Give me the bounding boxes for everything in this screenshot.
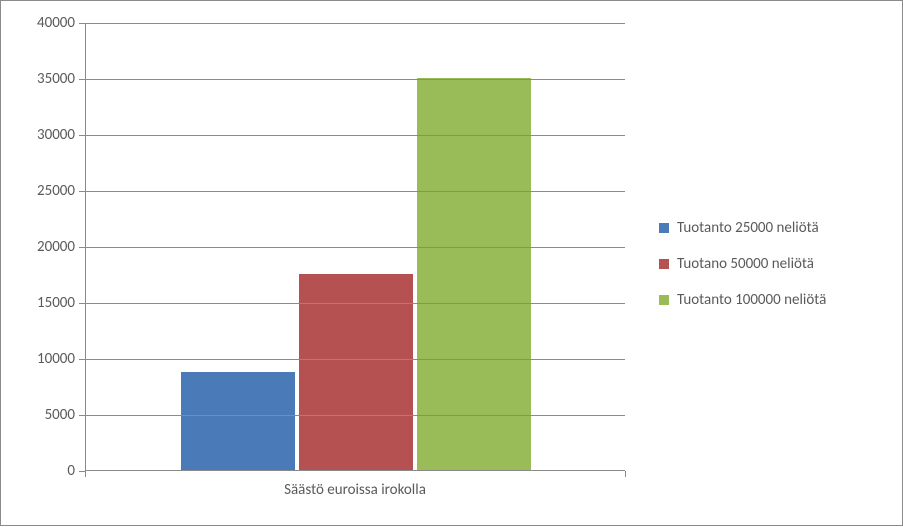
x-tick-left bbox=[85, 471, 86, 477]
y-tick-label: 10000 bbox=[3, 350, 75, 368]
y-tick-label: 30000 bbox=[3, 126, 75, 144]
gridline bbox=[86, 23, 625, 24]
x-tick-right bbox=[625, 471, 626, 477]
y-tick-label: 20000 bbox=[3, 238, 75, 256]
y-tick-label: 40000 bbox=[3, 14, 75, 32]
y-tick-label: 15000 bbox=[3, 294, 75, 312]
gridline bbox=[86, 359, 625, 360]
gridline bbox=[86, 191, 625, 192]
bar-series-0 bbox=[181, 372, 295, 470]
y-tick-label: 35000 bbox=[3, 70, 75, 88]
gridline bbox=[86, 135, 625, 136]
legend-label: Tuotano 50000 neliötä bbox=[677, 255, 814, 273]
gridline bbox=[86, 415, 625, 416]
legend: Tuotanto 25000 neliötä Tuotano 50000 neli… bbox=[659, 1, 826, 527]
legend-item-0: Tuotanto 25000 neliötä bbox=[659, 219, 826, 237]
legend-swatch-icon bbox=[659, 223, 669, 233]
legend-item-2: Tuotanto 100000 neliötä bbox=[659, 291, 826, 309]
plot-wrap: 0500010000150002000025000300003500040000… bbox=[85, 23, 625, 471]
chart-outer: 0 5000 10000 15000 20000 25000 30000 35000 40000… bbox=[0, 0, 903, 526]
legend-swatch-icon bbox=[659, 259, 669, 269]
y-tick-label: 25000 bbox=[3, 182, 75, 200]
gridline bbox=[86, 303, 625, 304]
legend-label: Tuotanto 25000 neliötä bbox=[677, 219, 819, 237]
legend-label: Tuotanto 100000 neliötä bbox=[677, 291, 826, 309]
x-axis-label: Säästö euroissa irokolla bbox=[85, 481, 625, 499]
bar-series-2 bbox=[417, 78, 531, 470]
gridline bbox=[86, 79, 625, 80]
legend-swatch-icon bbox=[659, 295, 669, 305]
y-tick-label: 0 bbox=[3, 462, 75, 480]
gridline bbox=[86, 247, 625, 248]
legend-item-1: Tuotano 50000 neliötä bbox=[659, 255, 826, 273]
y-tick-label: 5000 bbox=[3, 406, 75, 424]
plot-area bbox=[85, 23, 625, 471]
